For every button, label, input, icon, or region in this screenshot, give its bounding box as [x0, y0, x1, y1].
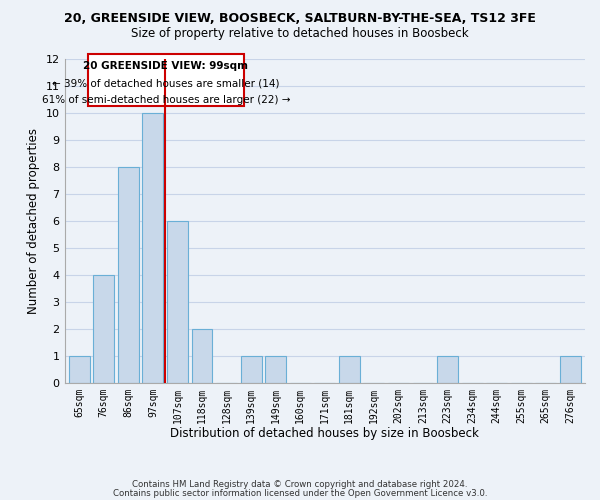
Bar — [94, 275, 114, 382]
Bar — [118, 167, 139, 382]
Bar — [437, 356, 458, 382]
Bar — [241, 356, 262, 382]
Y-axis label: Number of detached properties: Number of detached properties — [27, 128, 40, 314]
Text: ← 39% of detached houses are smaller (14): ← 39% of detached houses are smaller (14… — [52, 78, 280, 88]
Text: 20 GREENSIDE VIEW: 99sqm: 20 GREENSIDE VIEW: 99sqm — [83, 61, 248, 71]
Bar — [265, 356, 286, 382]
Bar — [142, 113, 163, 382]
Bar — [191, 329, 212, 382]
Text: Size of property relative to detached houses in Boosbeck: Size of property relative to detached ho… — [131, 28, 469, 40]
Text: 20, GREENSIDE VIEW, BOOSBECK, SALTBURN-BY-THE-SEA, TS12 3FE: 20, GREENSIDE VIEW, BOOSBECK, SALTBURN-B… — [64, 12, 536, 26]
FancyBboxPatch shape — [88, 54, 244, 106]
Bar — [560, 356, 581, 382]
Text: Contains HM Land Registry data © Crown copyright and database right 2024.: Contains HM Land Registry data © Crown c… — [132, 480, 468, 489]
Text: Contains public sector information licensed under the Open Government Licence v3: Contains public sector information licen… — [113, 489, 487, 498]
X-axis label: Distribution of detached houses by size in Boosbeck: Distribution of detached houses by size … — [170, 427, 479, 440]
Bar — [167, 221, 188, 382]
Bar — [339, 356, 360, 382]
Bar — [69, 356, 90, 382]
Text: 61% of semi-detached houses are larger (22) →: 61% of semi-detached houses are larger (… — [41, 95, 290, 105]
